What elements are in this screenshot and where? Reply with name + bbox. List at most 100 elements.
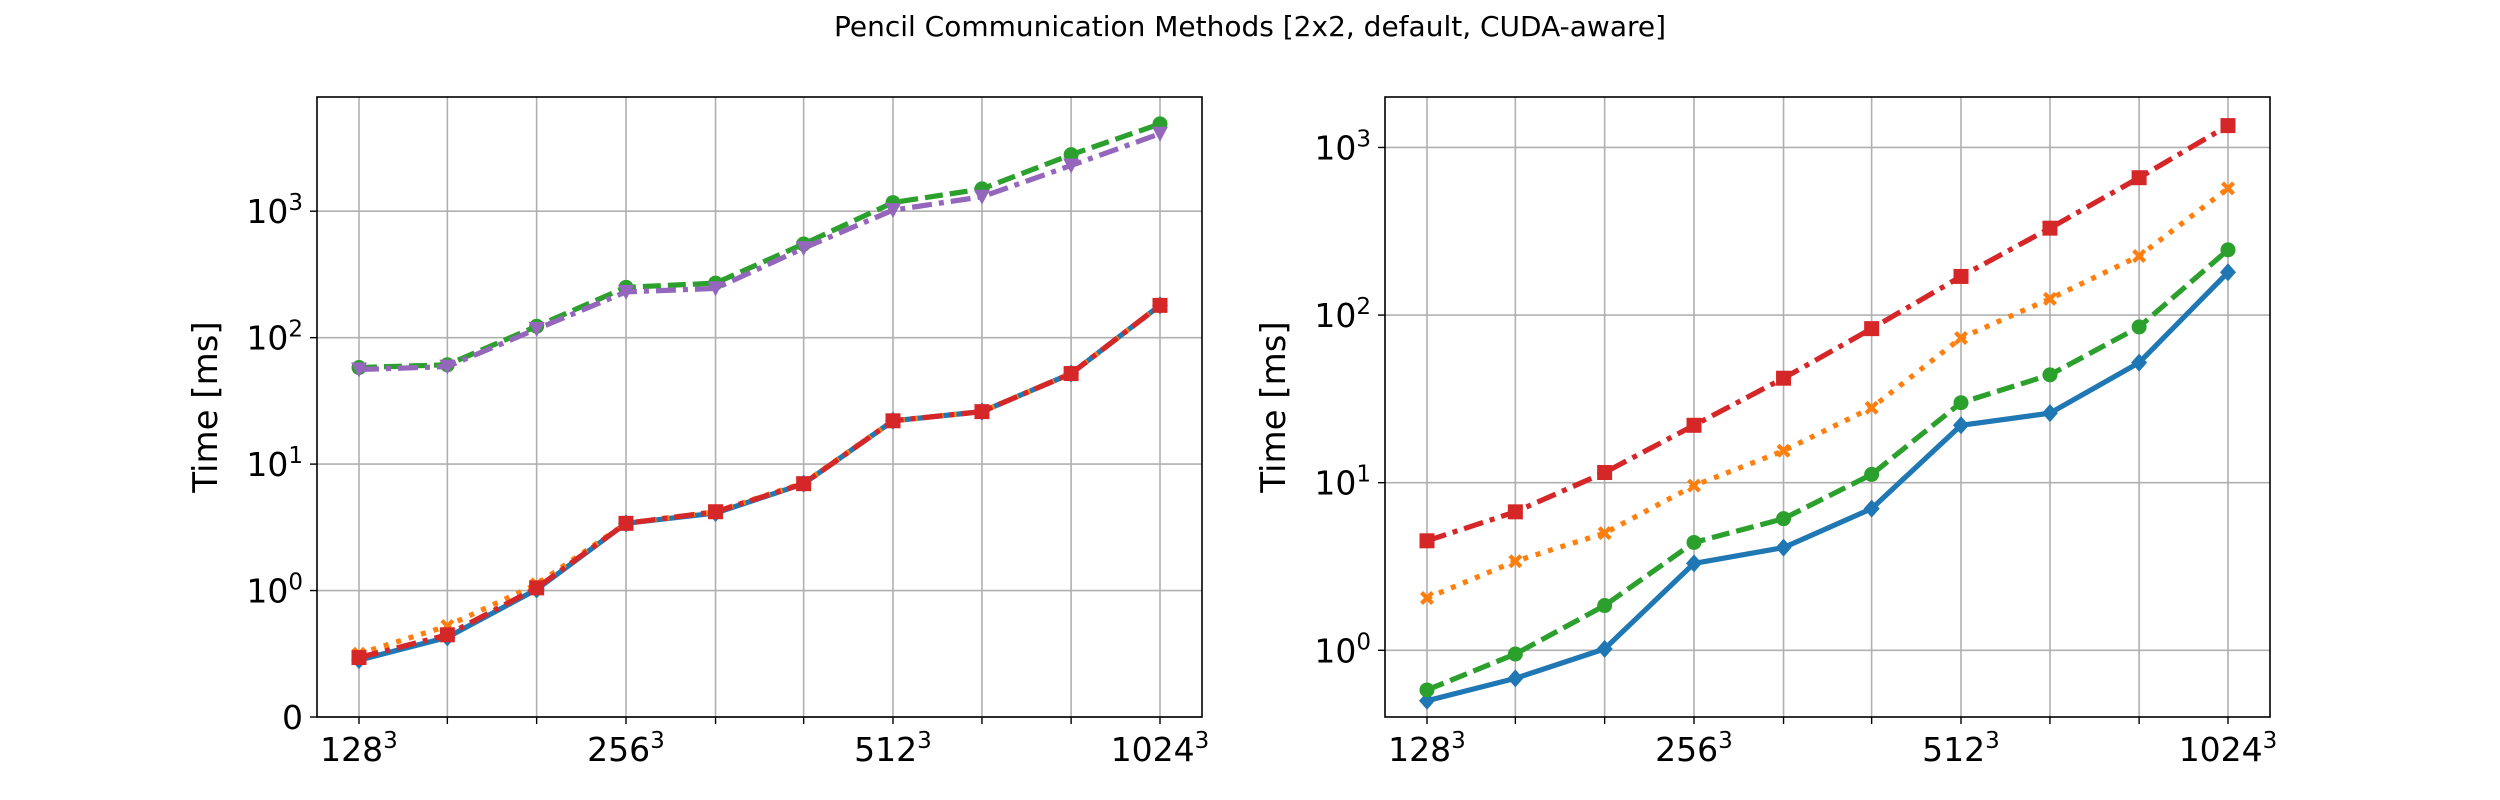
data-point	[1687, 478, 1701, 493]
y-tick-label: 0	[282, 698, 303, 737]
series-3	[1419, 242, 2236, 698]
y-axis-label: Time [ms]	[1254, 321, 1294, 493]
series-line	[358, 303, 1162, 657]
data-point	[1953, 268, 1969, 284]
series-line	[358, 303, 1162, 661]
chart-panel-1: 0 100 101 102 103 1283 2563 5123 10243 Time [ms]	[186, 96, 1210, 769]
data-point	[1863, 499, 1880, 518]
series-line	[358, 121, 1161, 371]
data-point	[1063, 366, 1079, 382]
y-tick-label: 102	[246, 317, 303, 358]
data-point	[1686, 417, 1702, 433]
data-point	[1419, 682, 1435, 698]
x-tick-label: 2563	[587, 728, 665, 769]
data-point	[795, 241, 812, 257]
data-point	[1507, 646, 1523, 662]
data-point	[2221, 181, 2235, 196]
data-point	[2132, 249, 2147, 264]
data-point	[1776, 443, 1791, 458]
data-point	[1597, 465, 1613, 481]
data-point	[973, 189, 990, 205]
series-line	[1426, 247, 2230, 693]
data-point	[1597, 526, 1612, 541]
data-point	[2220, 118, 2236, 134]
data-point	[796, 476, 812, 492]
data-point	[1686, 534, 1702, 550]
data-point	[1152, 297, 1168, 313]
series-line	[1426, 123, 2230, 544]
data-point	[2131, 319, 2147, 335]
data-point	[1420, 591, 1434, 606]
data-point	[618, 515, 634, 531]
data-point	[439, 627, 455, 643]
x-tick-label: 10243	[2179, 728, 2278, 769]
data-point	[2042, 367, 2058, 383]
data-point	[1507, 504, 1523, 520]
data-point	[1063, 158, 1080, 174]
data-point	[974, 404, 990, 420]
data-point	[1953, 416, 1969, 435]
data-point	[1508, 554, 1523, 569]
series-1	[1419, 263, 2236, 710]
x-tick-label: 1283	[320, 728, 398, 769]
data-point	[618, 284, 634, 300]
data-point	[885, 203, 901, 219]
y-tick-label: 102	[1314, 294, 1371, 335]
data-point	[2042, 291, 2057, 306]
data-point	[529, 580, 545, 596]
x-tick-label: 2563	[1655, 728, 1733, 769]
x-tick-label: 5123	[1922, 728, 2000, 769]
chart-panel-2: 100 101 102 103 1283 2563 5123 10243 Time [ms]	[1254, 96, 2278, 769]
y-tick-label: 101	[246, 443, 303, 484]
y-tick-label: 100	[246, 570, 303, 611]
y-tick-label: 103	[246, 190, 303, 231]
data-point	[1864, 466, 1880, 482]
data-point	[885, 413, 901, 429]
data-point	[1775, 538, 1792, 557]
series-line	[1426, 270, 2230, 704]
data-point	[707, 281, 724, 297]
data-point	[1953, 395, 1969, 411]
x-tick-label: 10243	[1111, 728, 1210, 769]
series-line	[358, 303, 1162, 663]
data-point	[2220, 263, 2236, 282]
data-point	[708, 504, 724, 520]
data-point	[528, 322, 545, 338]
series-5	[351, 126, 1168, 378]
data-point	[1864, 321, 1880, 337]
data-point	[439, 359, 456, 375]
data-point	[1152, 126, 1168, 142]
data-point	[1686, 554, 1702, 573]
data-point	[2220, 242, 2236, 258]
data-point	[1776, 511, 1792, 527]
series-4	[351, 297, 1168, 666]
y-tick-label: 101	[1314, 462, 1371, 503]
data-point	[1063, 147, 1079, 163]
series-line	[358, 131, 1161, 373]
data-point	[1864, 400, 1879, 415]
series-line	[1425, 186, 2230, 601]
data-point	[1954, 330, 1968, 345]
figure-title: Pencil Communication Methods [2x2, defau…	[833, 10, 1667, 43]
data-point	[2131, 353, 2148, 372]
data-point	[2041, 404, 2058, 423]
data-point	[351, 362, 367, 378]
data-point	[1507, 669, 1524, 688]
data-point	[1596, 639, 1613, 658]
x-tick-label: 5123	[854, 728, 932, 769]
axes-frame	[316, 96, 1203, 718]
data-point	[1776, 370, 1792, 386]
series-3	[351, 116, 1168, 376]
data-point	[351, 650, 367, 666]
data-point	[2042, 220, 2058, 236]
y-tick-label: 103	[1314, 126, 1371, 167]
y-axis-label: Time [ms]	[186, 321, 226, 493]
data-point	[1419, 533, 1435, 549]
data-point	[2131, 170, 2147, 186]
x-tick-label: 1283	[1388, 728, 1466, 769]
series-4	[1419, 118, 2236, 549]
series-2	[1420, 181, 2235, 606]
data-point	[1597, 598, 1613, 614]
axes-frame	[1384, 96, 2271, 718]
